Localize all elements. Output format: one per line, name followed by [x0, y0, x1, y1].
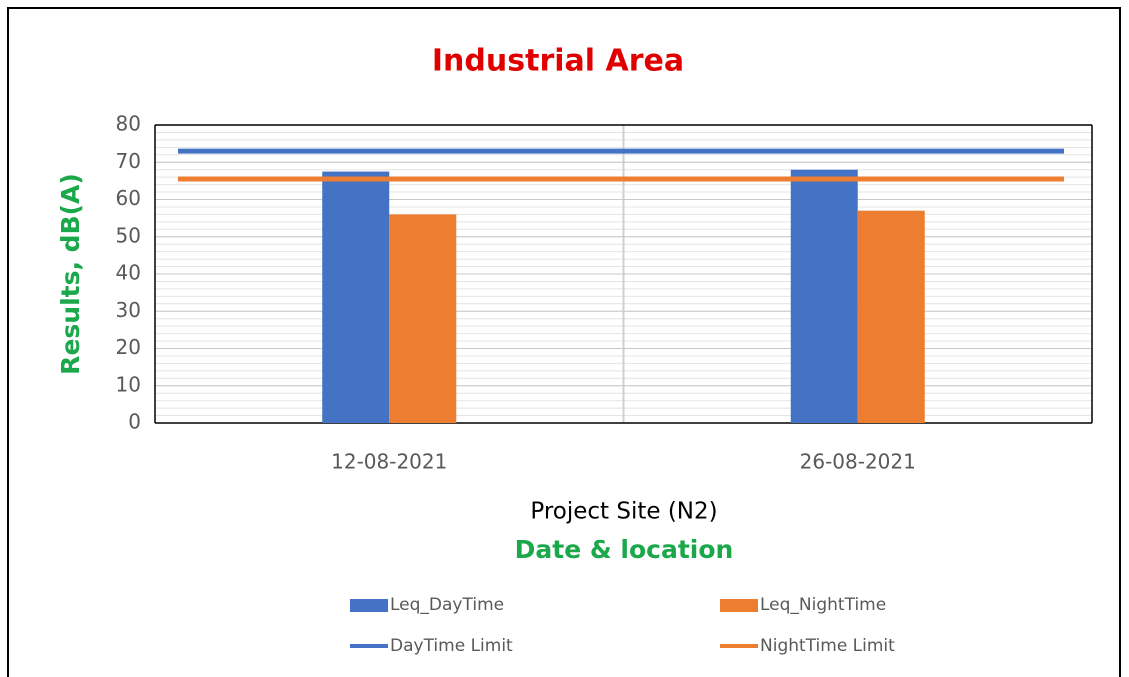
- legend-label: Leq_NightTime: [760, 595, 886, 615]
- legend-label: NightTime Limit: [760, 636, 895, 656]
- y-axis-label: Results, dB(A): [56, 173, 85, 375]
- bar: [322, 171, 390, 423]
- y-tick-label: 80: [116, 112, 141, 136]
- bar: [389, 214, 457, 423]
- legend-label: DayTime Limit: [390, 636, 513, 656]
- y-tick-label: 10: [116, 372, 141, 396]
- bar: [790, 169, 858, 423]
- chart-title: Industrial Area: [432, 44, 684, 79]
- chart-frame: [7, 7, 1121, 677]
- y-tick-label: 70: [116, 149, 141, 173]
- legend-label: Leq_DayTime: [390, 595, 504, 615]
- bar: [857, 210, 925, 423]
- x-axis-label: Project Site (N2): [530, 499, 717, 525]
- y-tick-label: 0: [128, 410, 141, 434]
- y-tick-label: 60: [116, 186, 141, 210]
- y-tick-label: 20: [116, 335, 141, 359]
- x-axis-label-secondary: Date & location: [515, 535, 734, 564]
- y-tick-label: 40: [116, 261, 141, 285]
- x-tick-label: 26-08-2021: [800, 450, 916, 474]
- legend-swatch: [720, 599, 758, 612]
- legend-swatch: [350, 599, 388, 612]
- y-tick-label: 30: [116, 298, 141, 322]
- x-tick-label: 12-08-2021: [331, 450, 447, 474]
- y-tick-label: 50: [116, 223, 141, 247]
